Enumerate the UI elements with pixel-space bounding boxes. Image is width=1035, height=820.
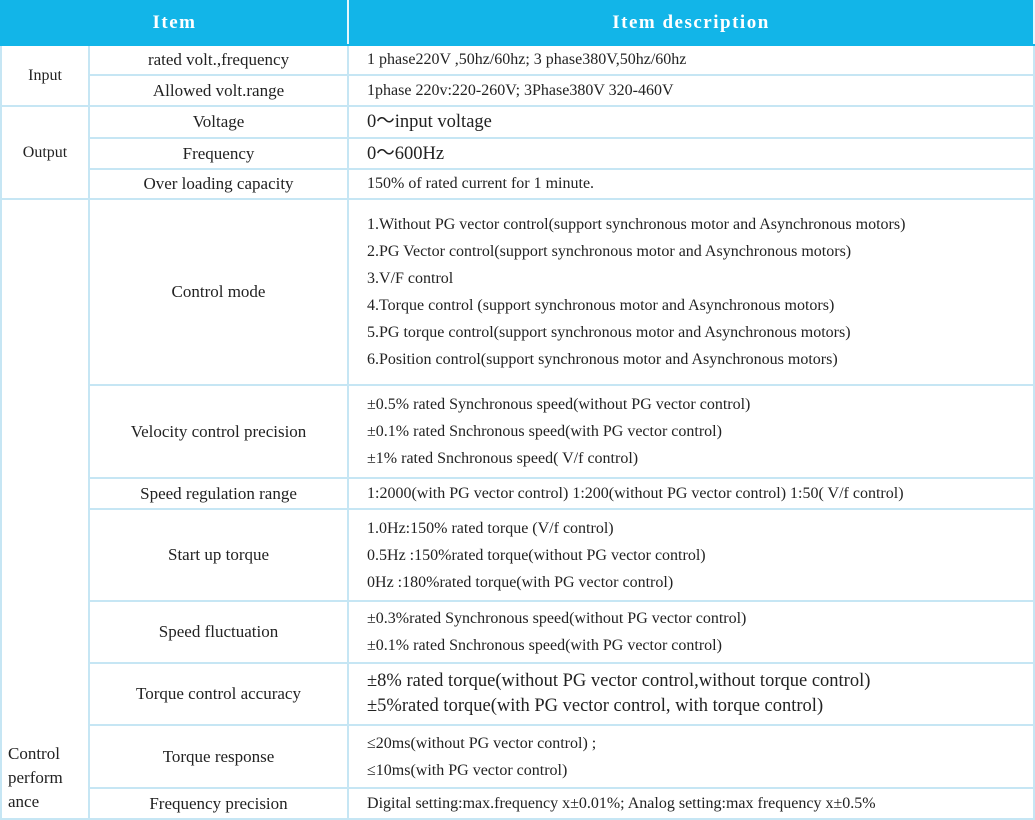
description-line: 0～input voltage: [367, 112, 492, 132]
table-row: Frequency 0～600Hz: [1, 137, 1035, 170]
item-description: Digital setting:max.frequency x±0.01%; A…: [347, 787, 1035, 820]
item-description: ±0.5% rated Synchronous speed(without PG…: [347, 384, 1035, 479]
group-label: Control perform ance: [0, 198, 90, 820]
description-line: 0～600Hz: [367, 143, 445, 164]
table-row: Speed regulation range 1:2000(with PG vec…: [1, 477, 1035, 510]
item-name: Frequency: [87, 137, 350, 170]
table-row: Frequency precision Digital setting:max.f…: [1, 787, 1035, 820]
item-name: Torque control accuracy: [87, 662, 350, 726]
description-line: ±1% rated Snchronous speed( V/f control): [367, 450, 639, 467]
item-description: 1.0Hz:150% rated torque (V/f control) 0.5…: [347, 508, 1035, 602]
table-row: Output Voltage 0～input voltage: [0, 105, 1035, 200]
description-line: 0.5Hz :150%rated torque(without PG vecto…: [367, 546, 706, 564]
item-description: 0～input voltage: [347, 105, 1035, 139]
group-label-line: ance: [8, 792, 40, 811]
description-line: ±0.3%rated Synchronous speed(without PG …: [367, 610, 747, 627]
item-name: Allowed volt.range: [87, 74, 350, 107]
description-line: 2.PG Vector control(support synchronous …: [367, 243, 852, 260]
table-row: Velocity control precision ±0.5% rated Sy…: [1, 384, 1035, 479]
description-line: 0Hz :180%rated torque(with PG vector con…: [367, 573, 674, 591]
item-name: Speed regulation range: [87, 477, 350, 510]
description-line: 1phase 220v:220-260V; 3Phase380V 320-460…: [367, 81, 674, 99]
description-line: ±0.1% rated Snchronous speed(with PG vec…: [367, 423, 722, 440]
table-row: Control perform ance Control mode 1.Without …: [0, 198, 1035, 820]
description-line: ±0.1% rated Snchronous speed(with PG vec…: [367, 637, 722, 654]
item-description: 150% of rated current for 1 minute.: [347, 168, 1035, 200]
description-line: 150% of rated current for 1 minute.: [367, 175, 595, 192]
header-row: Item Item description: [0, 0, 1035, 46]
item-description: 1 phase220V ,50hz/60hz; 3 phase380V,50hz…: [347, 44, 1035, 76]
description-line: ±5%rated torque(with PG vector control, …: [367, 696, 824, 716]
description-line: 3.V/F control: [367, 270, 454, 287]
item-name: Speed fluctuation: [87, 600, 350, 664]
item-name: Over loading capacity: [87, 168, 350, 200]
description-line: 5.PG torque control(support synchronous …: [367, 324, 851, 341]
table-row: Input rated volt.,frequency 1 phase220V ,5…: [0, 44, 1035, 107]
item-description: 1:2000(with PG vector control) 1:200(wit…: [347, 477, 1035, 510]
item-name: Start up torque: [87, 508, 350, 602]
item-description: 1.Without PG vector control(support sync…: [347, 198, 1035, 386]
description-line: ±8% rated torque(without PG vector contr…: [367, 671, 871, 691]
table-row: Start up torque 1.0Hz:150% rated torque (…: [1, 508, 1035, 602]
header-item: Item: [0, 0, 350, 46]
group-label-line: Control: [8, 744, 60, 763]
description-line: 1.0Hz:150% rated torque (V/f control): [367, 519, 614, 537]
description-line: ≤20ms(without PG vector control) ;: [367, 734, 597, 752]
description-line: ≤10ms(with PG vector control): [367, 761, 568, 779]
table-row: Speed fluctuation ±0.3%rated Synchronous …: [1, 600, 1035, 664]
item-description: ≤20ms(without PG vector control) ; ≤10ms(…: [347, 724, 1035, 789]
table-row: Torque control accuracy ±8% rated torque(…: [1, 662, 1035, 726]
table-row: Torque response ≤20ms(without PG vector c…: [1, 724, 1035, 789]
description-line: 1 phase220V ,50hz/60hz; 3 phase380V,50hz…: [367, 51, 687, 68]
item-name: Velocity control precision: [87, 384, 350, 479]
item-description: ±8% rated torque(without PG vector contr…: [347, 662, 1035, 726]
description-line: 1.Without PG vector control(support sync…: [367, 216, 906, 233]
header-description: Item description: [347, 0, 1035, 46]
item-name: Frequency precision: [87, 787, 350, 820]
description-line: Digital setting:max.frequency x±0.01%; A…: [367, 794, 876, 812]
item-description: 0～600Hz: [347, 137, 1035, 170]
group-label: Output: [0, 105, 90, 200]
item-description: 1phase 220v:220-260V; 3Phase380V 320-460…: [347, 74, 1035, 107]
item-name: Voltage: [87, 105, 350, 139]
description-line: 4.Torque control (support synchronous mo…: [367, 297, 835, 314]
table-row: Over loading capacity 150% of rated curre…: [1, 168, 1035, 200]
item-description: ±0.3%rated Synchronous speed(without PG …: [347, 600, 1035, 664]
table-row: Allowed volt.range 1phase 220v:220-260V; …: [1, 74, 1035, 107]
item-name: Control mode: [87, 198, 350, 386]
item-name: rated volt.,frequency: [87, 44, 350, 76]
item-name: Torque response: [87, 724, 350, 789]
description-line: 6.Position control(support synchronous m…: [367, 351, 838, 368]
group-label-line: perform: [8, 768, 63, 787]
group-label: Input: [0, 44, 90, 107]
description-line: ±0.5% rated Synchronous speed(without PG…: [367, 396, 751, 413]
description-line: 1:2000(with PG vector control) 1:200(wit…: [367, 484, 904, 502]
